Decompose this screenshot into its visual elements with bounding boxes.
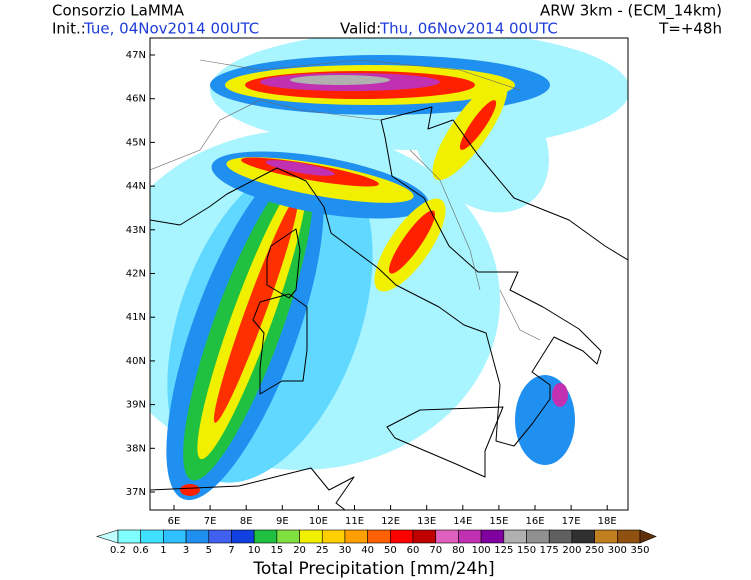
colorbar-swatch bbox=[571, 529, 595, 544]
colorbar-label: 5 bbox=[206, 545, 212, 556]
colorbar-label: 7 bbox=[228, 545, 234, 556]
colorbar-swatch bbox=[253, 529, 278, 544]
lon-label: 9E bbox=[276, 516, 289, 527]
colorbar-label: 70 bbox=[429, 545, 442, 556]
model-name: ARW 3km - (ECM_14km) bbox=[540, 2, 722, 21]
colorbar-swatch bbox=[208, 529, 232, 544]
colorbar-swatch bbox=[458, 529, 482, 544]
lon-label: 12E bbox=[381, 516, 400, 527]
colorbar-title: Total Precipitation [mm/24h] bbox=[252, 559, 494, 579]
colorbar-swatch bbox=[617, 529, 641, 544]
axis-labels: 47N 46N 45N 44N 43N 42N 41N 40N 39N 38N 37N 6E 7E 8E 9… bbox=[126, 50, 617, 527]
lat-label: 45N bbox=[126, 137, 146, 148]
colorbar-label: 3 bbox=[183, 545, 189, 556]
colorbar-label: 0.6 bbox=[133, 545, 149, 556]
colorbar-swatch bbox=[503, 529, 527, 544]
valid-label: Valid: bbox=[340, 20, 381, 38]
colorbar-label: 50 bbox=[384, 545, 397, 556]
lon-label: 18E bbox=[598, 516, 617, 527]
colorbar-label: 100 bbox=[472, 545, 491, 556]
colorbar-swatch bbox=[367, 529, 391, 544]
colorbar-label: 80 bbox=[452, 545, 465, 556]
lead-time: T=+48h bbox=[658, 20, 722, 38]
lon-label: 8E bbox=[240, 516, 253, 527]
colorbar-label: 10 bbox=[248, 545, 261, 556]
colorbar-swatch bbox=[299, 529, 323, 544]
lon-label: 11E bbox=[345, 516, 364, 527]
colorbar-swatch bbox=[321, 529, 346, 544]
lon-label: 13E bbox=[417, 516, 436, 527]
colorbar-swatch bbox=[548, 529, 573, 544]
lat-label: 38N bbox=[126, 443, 146, 454]
colorbar-swatch bbox=[231, 529, 255, 544]
lat-label: 46N bbox=[126, 94, 146, 105]
colorbar-swatch bbox=[390, 529, 414, 544]
lon-label: 10E bbox=[309, 516, 328, 527]
init-date: Tue, 04Nov2014 00UTC bbox=[83, 20, 259, 38]
lon-label: 17E bbox=[562, 516, 581, 527]
colorbar-label: 15 bbox=[271, 545, 284, 556]
colorbar-swatch bbox=[480, 529, 505, 544]
lon-label: 16E bbox=[525, 516, 544, 527]
colorbar-label: 200 bbox=[562, 545, 581, 556]
colorbar-end bbox=[95, 529, 119, 544]
colorbar-label: 40 bbox=[361, 545, 374, 556]
colorbar-label: 350 bbox=[630, 545, 649, 556]
colorbar-label: 0.2 bbox=[110, 545, 126, 556]
colorbar-swatch bbox=[594, 529, 618, 544]
lat-label: 43N bbox=[126, 225, 146, 236]
colorbar-label: 1 bbox=[160, 545, 166, 556]
lat-label: 42N bbox=[126, 269, 146, 280]
colorbar-swatch bbox=[412, 529, 437, 544]
colorbar-label: 25 bbox=[316, 545, 329, 556]
colorbar-swatch bbox=[163, 529, 187, 544]
lat-label: 37N bbox=[126, 487, 146, 498]
colorbar-swatch bbox=[140, 529, 164, 544]
precip-field bbox=[150, 38, 628, 510]
colorbar-label: 175 bbox=[540, 545, 559, 556]
colorbar-swatch bbox=[435, 529, 459, 544]
lat-label: 39N bbox=[126, 400, 146, 411]
colorbar-end bbox=[639, 529, 657, 544]
colorbar-label: 20 bbox=[293, 545, 306, 556]
init-label: Init.: bbox=[52, 20, 86, 38]
lon-label: 6E bbox=[168, 516, 181, 527]
colorbar-label: 150 bbox=[517, 545, 536, 556]
lon-label: 14E bbox=[453, 516, 472, 527]
colorbar: 0.2 0.6 1 3 5 7 10 15 20 25 30 40 50 60 70 80 100 125 150 1… bbox=[95, 529, 657, 556]
lat-label: 40N bbox=[126, 356, 146, 367]
colorbar-swatch bbox=[344, 529, 368, 544]
colorbar-swatch bbox=[117, 529, 141, 544]
valid-date: Thu, 06Nov2014 00UTC bbox=[379, 20, 558, 38]
colorbar-label: 125 bbox=[494, 545, 513, 556]
colorbar-swatch bbox=[276, 529, 300, 544]
colorbar-label: 60 bbox=[407, 545, 420, 556]
lat-label: 41N bbox=[126, 312, 146, 323]
colorbar-swatch bbox=[526, 529, 550, 544]
colorbar-swatch bbox=[185, 529, 210, 544]
lon-label: 7E bbox=[204, 516, 217, 527]
lat-label: 47N bbox=[126, 50, 146, 61]
colorbar-label: 300 bbox=[608, 545, 627, 556]
lon-label: 15E bbox=[489, 516, 508, 527]
colorbar-label: 30 bbox=[339, 545, 352, 556]
header-title: Consorzio LaMMA bbox=[52, 2, 185, 20]
colorbar-label: 250 bbox=[585, 545, 604, 556]
lat-label: 44N bbox=[126, 181, 146, 192]
